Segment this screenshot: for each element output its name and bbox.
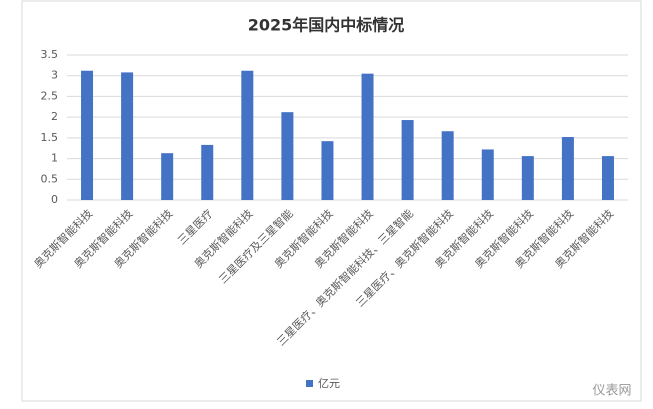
- chart-frame: [21, 0, 642, 402]
- y-tick-label: 1: [51, 152, 58, 165]
- y-tick-label: 1.5: [41, 131, 59, 144]
- bar: [481, 149, 494, 200]
- bar: [161, 153, 174, 200]
- watermark: 仪表网: [592, 384, 631, 399]
- y-tick-label: 0.5: [41, 172, 59, 185]
- bar: [321, 141, 334, 200]
- y-tick-label: 3.5: [41, 48, 59, 61]
- chart-title: 2025年国内中标情况: [248, 16, 405, 35]
- bar: [401, 120, 414, 200]
- legend-swatch: [306, 380, 313, 387]
- y-tick-label: 2.5: [41, 89, 59, 102]
- bar: [441, 131, 454, 200]
- bar: [121, 72, 134, 200]
- bar: [601, 156, 614, 200]
- bar: [281, 112, 294, 200]
- bar: [521, 156, 534, 200]
- y-tick-label: 3: [51, 69, 58, 82]
- y-tick-label: 2: [51, 110, 58, 123]
- bar: [361, 73, 374, 200]
- bar: [561, 137, 574, 200]
- y-tick-label: 0: [51, 193, 58, 206]
- bar: [241, 70, 254, 200]
- legend-label: 亿元: [318, 377, 340, 390]
- bar: [81, 70, 94, 200]
- bar: [201, 144, 214, 200]
